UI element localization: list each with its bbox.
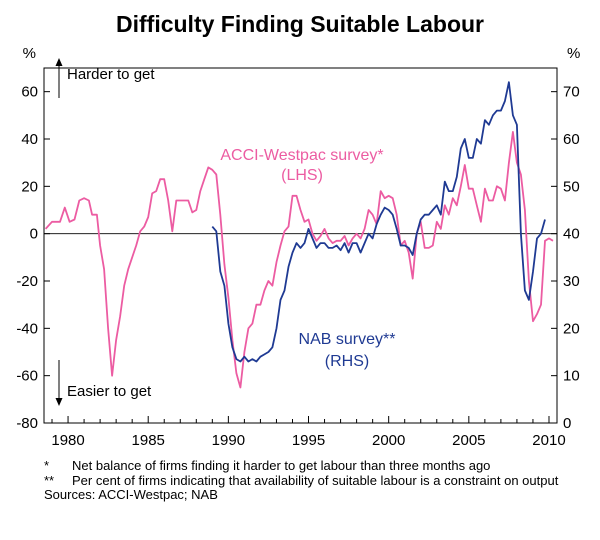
sources-text: Sources: ACCI-Westpac; NAB — [44, 487, 218, 502]
y-left-tick-label: 40 — [21, 131, 38, 148]
y-left-tick-label: 60 — [21, 84, 38, 101]
footnote-1-mark: * — [44, 458, 50, 473]
footnote-1: * Net balance of firms finding it harder… — [44, 458, 589, 474]
x-axis: 1980 1985 1990 1995 2000 2005 2010 — [51, 416, 566, 449]
footnotes: * Net balance of firms finding it harder… — [44, 458, 589, 503]
y-axis-right: 0 10 20 30 40 50 60 70 — [551, 84, 580, 432]
y-axis-left: -80 -60 -40 -20 0 20 40 60 — [16, 84, 50, 432]
x-tick-label: 2010 — [532, 432, 565, 449]
footnote-1-text: Net balance of firms finding it harder t… — [72, 458, 491, 473]
series-line-acci-westpac — [44, 131, 554, 389]
easier-arrow-icon — [55, 360, 63, 406]
annotation-harder: Harder to get — [67, 66, 155, 83]
annotation-easier: Easier to get — [67, 383, 152, 400]
y-right-tick-label: 40 — [563, 226, 580, 243]
y-left-tick-label: 20 — [21, 178, 38, 195]
y-right-tick-label: 50 — [563, 178, 580, 195]
label-acci-westpac-axis: (LHS) — [281, 167, 323, 184]
y-right-tick-label: 60 — [563, 131, 580, 148]
x-tick-label: 1995 — [292, 432, 325, 449]
y-left-unit: % — [23, 45, 36, 62]
label-acci-westpac: ACCI-Westpac survey* — [220, 147, 383, 164]
x-tick-label: 2005 — [452, 432, 485, 449]
y-right-unit: % — [567, 45, 580, 62]
x-tick-label: 1985 — [132, 432, 165, 449]
harder-arrow-icon — [55, 58, 63, 98]
chart-title: Difficulty Finding Suitable Labour — [116, 11, 484, 37]
y-left-tick-label: -20 — [16, 273, 38, 290]
footnote-2-text: Per cent of firms indicating that availa… — [72, 472, 559, 488]
x-tick-label: 2000 — [372, 432, 405, 449]
y-left-tick-label: -60 — [16, 368, 38, 385]
y-right-tick-label: 30 — [563, 273, 580, 290]
label-nab-axis: (RHS) — [325, 353, 369, 370]
y-left-tick-label: -80 — [16, 415, 38, 432]
y-right-tick-label: 70 — [563, 84, 580, 101]
label-nab: NAB survey** — [299, 331, 396, 348]
footnote-2-mark: ** — [44, 472, 55, 488]
footnote-2: ** Per cent of firms indicating that ava… — [44, 472, 589, 489]
plot-frame — [43, 67, 558, 424]
series-line-nab — [211, 81, 546, 363]
x-tick-label: 1980 — [51, 432, 84, 449]
chart: Difficulty Finding Suitable Labour -80 -6… — [16, 11, 580, 449]
y-right-tick-label: 20 — [563, 320, 580, 337]
y-left-tick-label: 0 — [30, 226, 38, 243]
sources: Sources: ACCI-Westpac; NAB — [44, 487, 589, 503]
y-right-tick-label: 10 — [563, 368, 580, 385]
y-left-tick-label: -40 — [16, 320, 38, 337]
y-right-tick-label: 0 — [563, 415, 571, 432]
x-tick-label: 1990 — [212, 432, 245, 449]
